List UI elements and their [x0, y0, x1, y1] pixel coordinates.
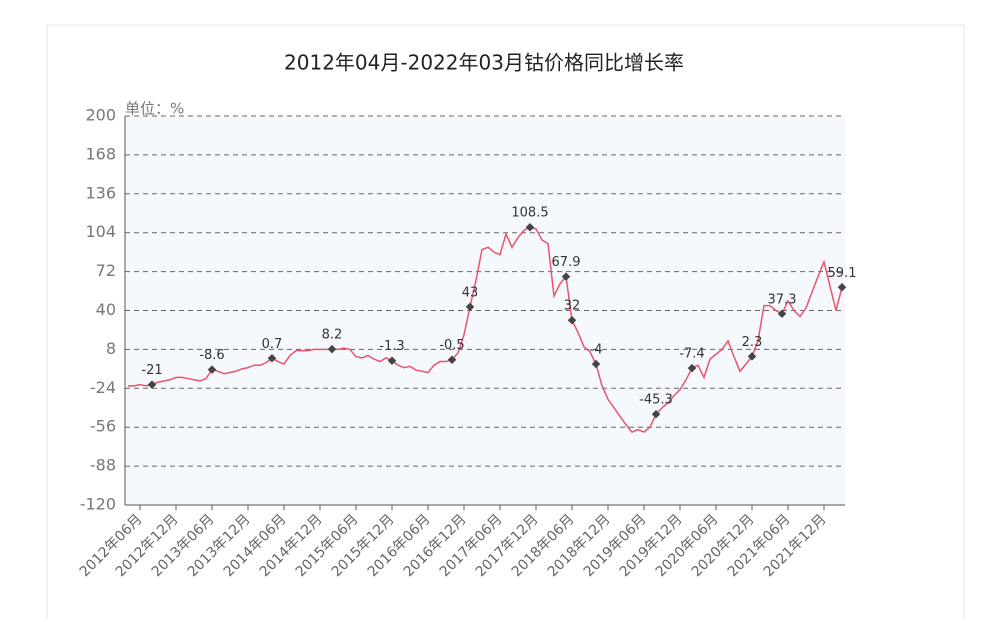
data-label: -0.5 [439, 338, 464, 353]
marker [447, 355, 457, 364]
data-label: -21 [141, 363, 162, 378]
y-tick-label: 8 [106, 339, 116, 358]
marker [837, 283, 847, 292]
marker [777, 309, 787, 319]
data-label: -4 [590, 342, 603, 357]
data-label: -1.3 [379, 339, 404, 354]
y-tick-label: 136 [85, 183, 116, 202]
y-tick-label: 200 [85, 106, 116, 125]
data-label: -45.3 [639, 393, 673, 408]
marker [207, 365, 217, 374]
y-axis-label: 单位：% [125, 100, 184, 118]
marker [687, 363, 697, 373]
y-tick-label: 104 [85, 222, 116, 241]
line [128, 226, 843, 433]
data-label: 59.1 [828, 266, 857, 281]
data-label: 2.3 [742, 335, 763, 350]
marker [651, 409, 661, 419]
data-label: 32 [564, 299, 581, 314]
marker [567, 315, 577, 325]
y-tick-label: 40 [96, 300, 116, 319]
y-tick-label: -24 [90, 378, 116, 397]
marker [267, 354, 277, 363]
marker [747, 352, 757, 361]
chart-title: 2012年04月-2022年03月钴价格同比增长率 [284, 51, 684, 75]
marker [591, 359, 601, 369]
data-label: 0.7 [262, 337, 283, 352]
data-label: -8.6 [199, 348, 224, 363]
marker [561, 272, 571, 281]
data-label: 108.5 [511, 206, 548, 221]
marker [387, 356, 397, 365]
y-tick-label: -56 [90, 417, 116, 436]
y-tick-label: 168 [85, 144, 116, 163]
data-label: 37.3 [768, 292, 797, 307]
data-label: 67.9 [552, 255, 581, 270]
data-label: -7.4 [679, 347, 704, 362]
data-label: 8.2 [322, 328, 343, 343]
y-tick-label: 72 [96, 261, 116, 280]
y-tick-label: -120 [80, 495, 116, 514]
marker [465, 302, 475, 312]
marker [327, 344, 337, 354]
marker [147, 380, 157, 389]
y-tick-label: -88 [90, 456, 116, 475]
data-label: 43 [462, 285, 479, 300]
